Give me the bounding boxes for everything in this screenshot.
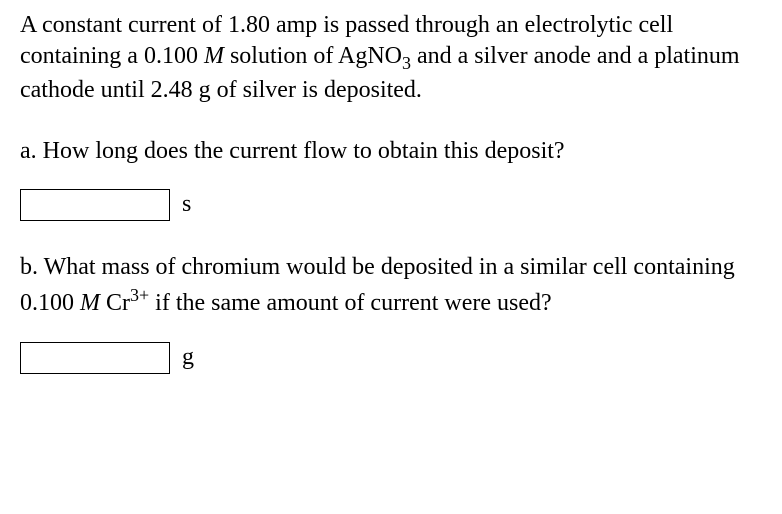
unit-a-label: s xyxy=(182,191,191,218)
superscript-3plus: 3+ xyxy=(130,285,149,305)
question-b-text: b. What mass of chromium would be deposi… xyxy=(20,251,762,320)
answer-a-input[interactable] xyxy=(20,189,170,221)
intro-text-2: solution of AgNO xyxy=(224,43,402,69)
problem-statement: A constant current of 1.80 amp is passed… xyxy=(20,10,762,107)
answer-a-row: s xyxy=(20,189,762,221)
answer-b-row: g xyxy=(20,342,762,374)
question-b-section: b. What mass of chromium would be deposi… xyxy=(20,251,762,374)
subscript-3: 3 xyxy=(402,53,411,73)
question-a-section: a. How long does the current flow to obt… xyxy=(20,135,762,221)
qb-text-3: if the same amount of current were used? xyxy=(149,290,552,316)
question-a-text: a. How long does the current flow to obt… xyxy=(20,135,762,167)
qb-text-2: Cr xyxy=(100,290,130,316)
molarity-symbol-1: M xyxy=(204,43,224,69)
answer-b-input[interactable] xyxy=(20,342,170,374)
unit-b-label: g xyxy=(182,344,194,371)
molarity-symbol-2: M xyxy=(80,290,100,316)
